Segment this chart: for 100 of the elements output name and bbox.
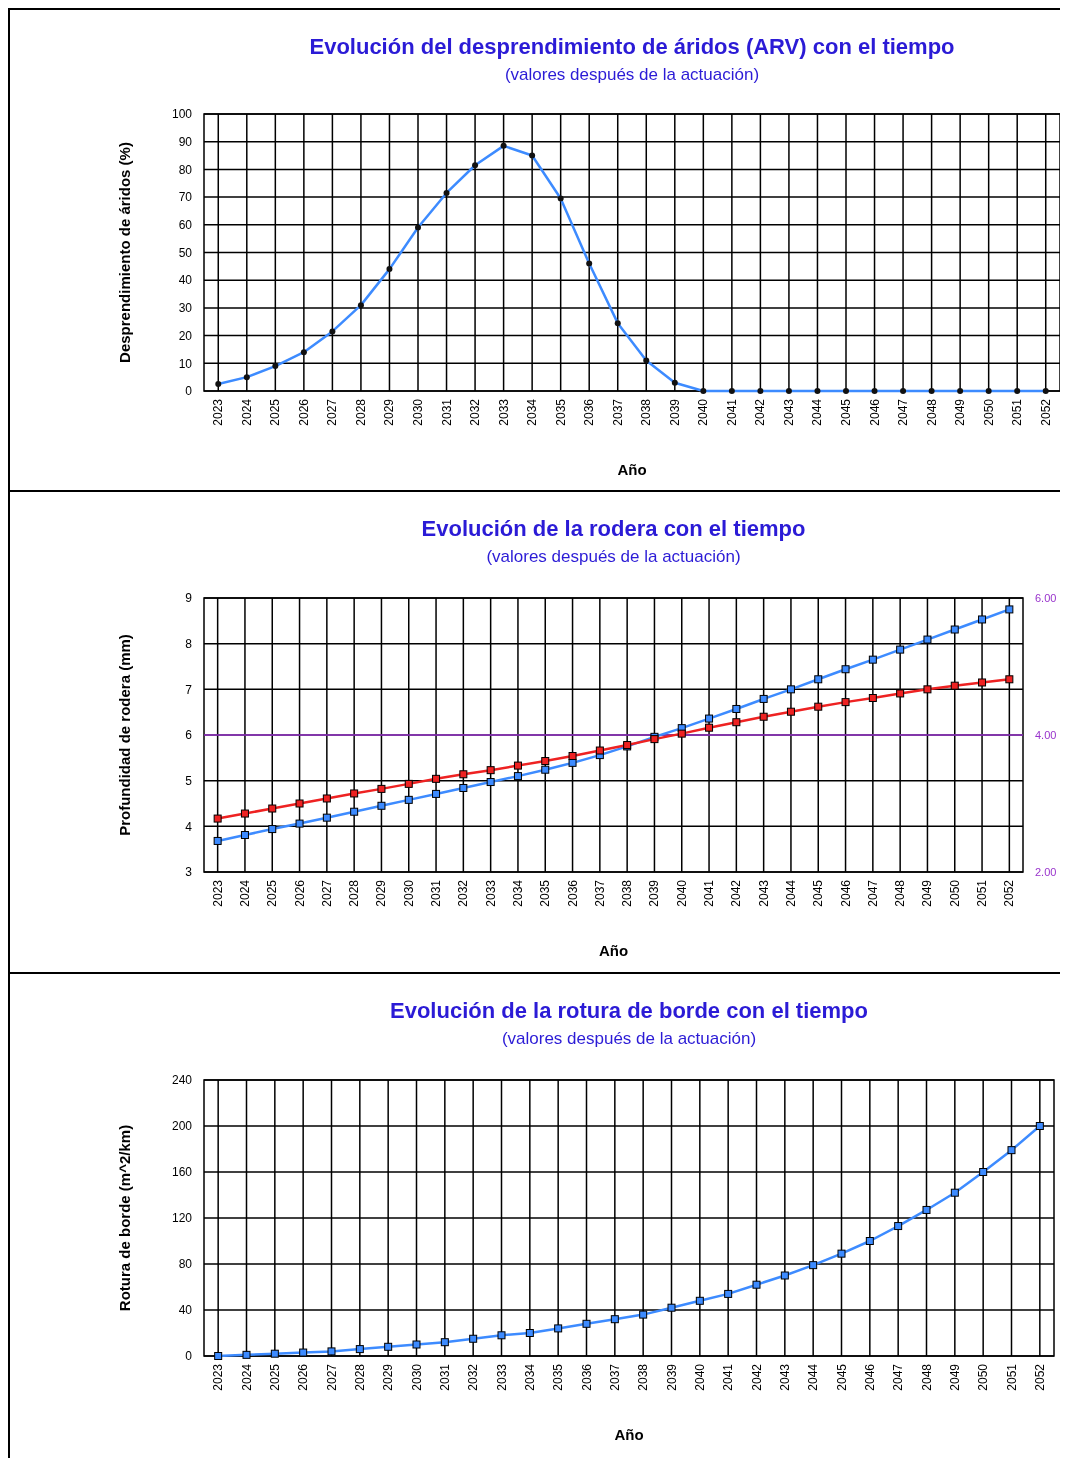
point [541,765,550,774]
x-tick-label: 2044 [806,1363,821,1391]
point [978,678,987,687]
point [268,804,277,813]
x-tick-label: 2044 [783,879,798,907]
point [459,783,468,792]
x-tick-label: 2039 [667,398,682,426]
x-tick-label: 2034 [525,398,540,426]
chart-title: Evolución de la rotura de borde con el tiempo [390,998,868,1023]
point [384,1342,393,1351]
y-tick-label: 40 [178,1303,193,1318]
point [639,1310,648,1319]
x-tick-label: 2032 [466,1363,481,1391]
point [377,801,386,810]
x-tick-label: 2030 [411,398,425,426]
point [759,694,768,703]
x-tick-label: 2039 [664,1363,679,1391]
x-tick-label: 2046 [867,398,882,426]
x-tick-label: 2041 [724,398,739,426]
point [582,1319,591,1328]
point [809,1261,818,1270]
x-tick-label: 2045 [811,879,826,907]
chart-title: Evolución del desprendimiento de áridos (ARV) con el tiempo [309,34,955,59]
x-tick-label: 2037 [610,398,625,426]
point [705,714,714,723]
point [841,665,850,674]
x-tick-label: 2029 [382,398,397,426]
x-tick-label: 2040 [674,879,689,907]
x-tick-label: 2024 [239,1363,254,1391]
point [497,1331,506,1340]
y-tick-label: 200 [171,1119,193,1134]
x-tick-label: 2038 [620,879,635,907]
point [469,1334,478,1343]
point [705,723,714,732]
point [213,836,222,845]
x-tick-label: 2041 [721,1363,736,1391]
point [732,718,741,727]
y-tick-label: 7 [185,682,193,697]
point [299,1348,308,1357]
x-tick-label: 2033 [494,1363,509,1391]
x-tick-label: 2036 [579,1363,594,1391]
point [894,1222,903,1231]
point [350,789,359,798]
x-axis-title: Año [617,461,647,478]
x-tick-label: 2049 [920,879,935,907]
x-tick-label: 2043 [756,879,771,907]
point [355,1345,364,1354]
point [554,1324,563,1333]
point [350,807,359,816]
x-tick-label: 2023 [211,398,226,426]
point [440,1338,449,1347]
point [814,675,823,684]
x-tick-label: 2038 [639,398,654,426]
point [240,831,249,840]
chart-subtitle: (valores después de la actuación) [504,65,760,84]
x-tick-label: 2038 [636,1363,651,1391]
y-tick-label: 8 [185,636,193,651]
x-tick-label: 2033 [483,879,498,907]
point [595,746,604,755]
y-tick-label: 80 [178,162,193,177]
point [432,774,441,783]
x-tick-label: 2048 [893,879,908,907]
point [322,813,331,822]
point [242,1350,251,1359]
y-tick-label: 5 [185,773,193,788]
point [841,698,850,707]
point [214,1352,223,1360]
y-tick-label: 70 [178,190,193,205]
point [896,689,905,698]
y2-tick-label: 4.00 [1035,728,1057,741]
point [525,1329,534,1337]
x-tick-label: 2047 [865,879,880,907]
y2-tick-label: 6.00 [1035,591,1057,604]
x-tick-label: 2025 [267,1363,282,1391]
x-tick-label: 2035 [553,398,568,426]
point [896,645,905,654]
x-tick-label: 2048 [924,398,939,426]
point [541,757,550,766]
point [786,707,795,716]
point [268,825,277,834]
x-tick-label: 2043 [781,398,796,426]
x-tick-label: 2024 [239,398,254,426]
x-tick-label: 2047 [896,398,911,426]
y-axis-title: Rotura de borde (m^2/km) [116,1124,133,1312]
point [923,635,932,644]
x-tick-label: 2037 [607,1363,622,1391]
x-tick-label: 2037 [592,879,607,907]
point [432,789,441,798]
point [752,1280,761,1289]
x-tick-label: 2029 [381,1363,396,1391]
x-tick-label: 2034 [510,879,525,907]
x-tick-label: 2047 [891,1363,906,1391]
point [978,615,987,624]
y-axis-title: Profundidad de rodera (mm) [116,634,133,836]
chart-subtitle: (valores después de la actuación) [501,1029,757,1048]
y-tick-label: 4 [185,819,193,834]
point [412,1340,421,1349]
x-tick-label: 2031 [437,1363,452,1391]
y-tick-label: 6 [185,728,193,743]
y-tick-label: 3 [185,865,193,880]
